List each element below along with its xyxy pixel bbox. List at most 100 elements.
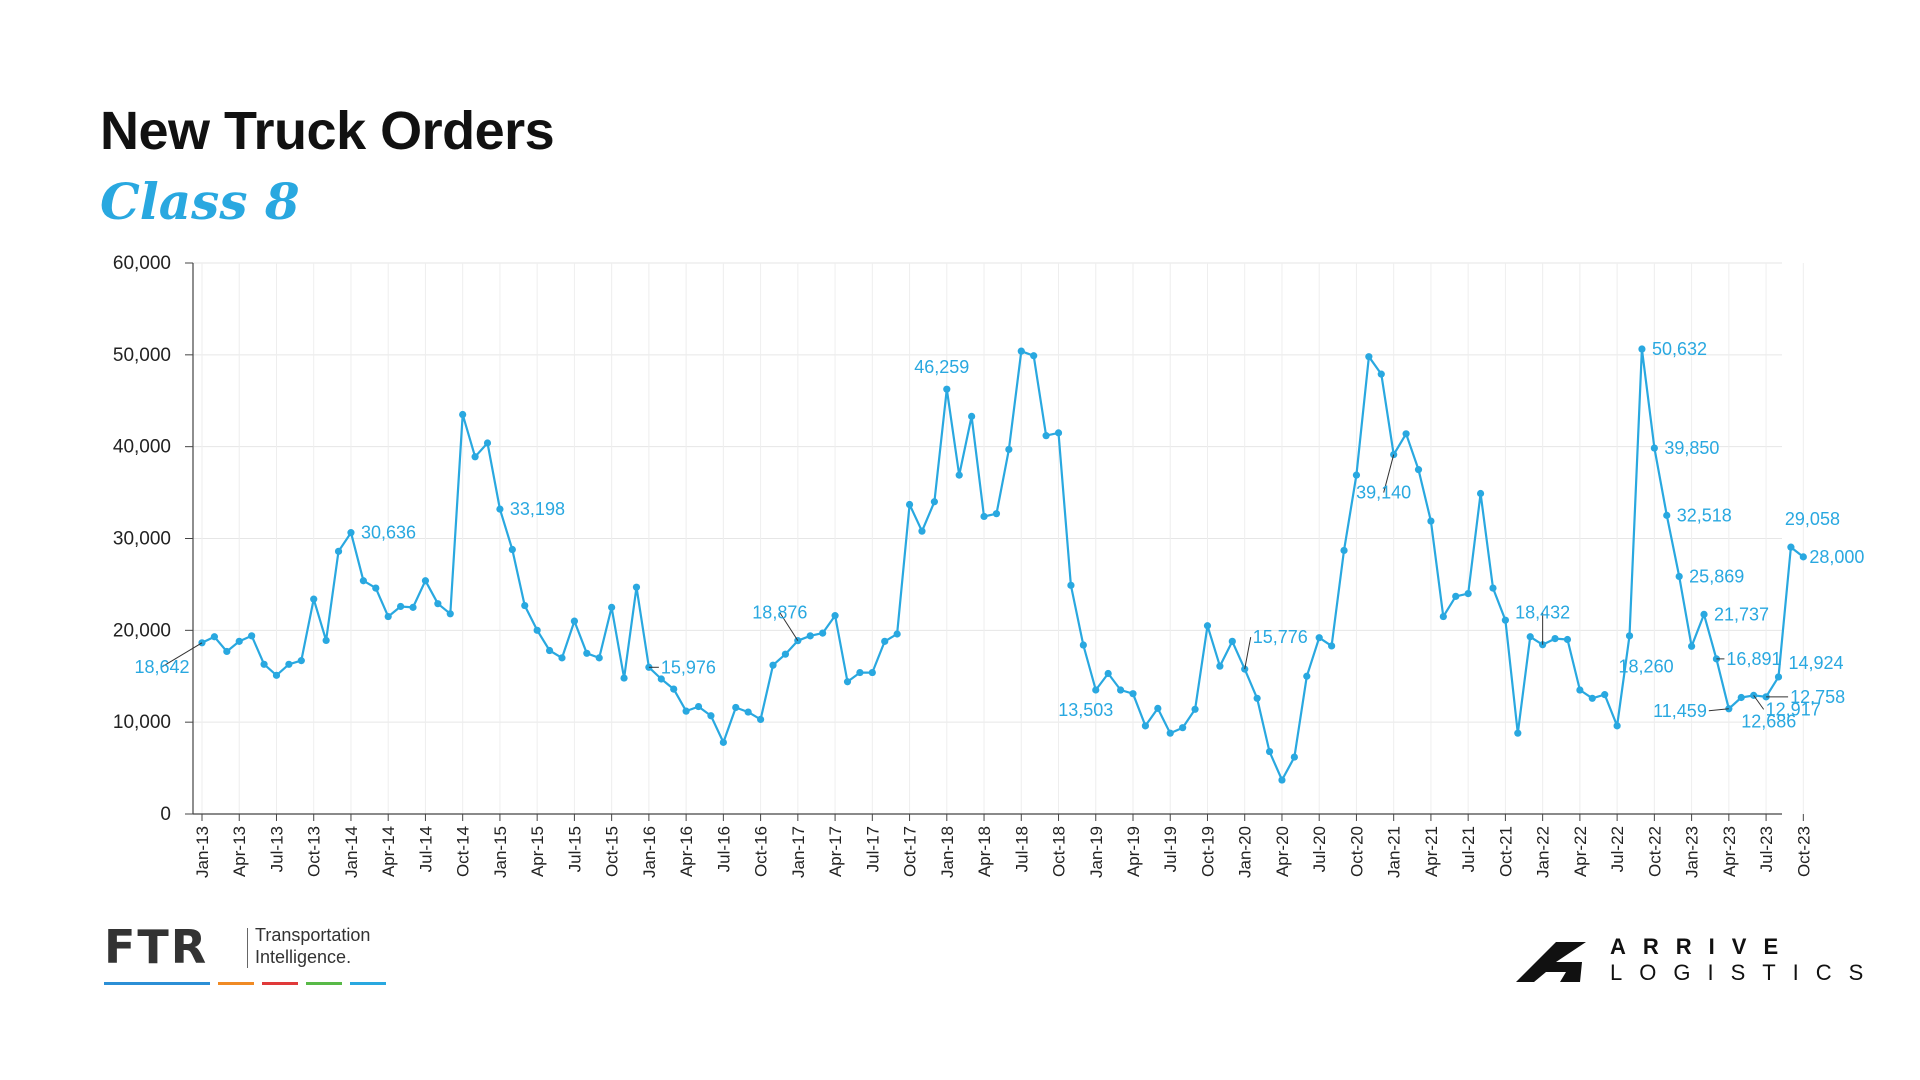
x-tick-label: Jan-20: [1236, 826, 1255, 878]
data-label: 15,976: [661, 657, 716, 677]
x-tick-label: Oct-13: [305, 826, 324, 877]
ftr-tagline-line-1: Transportation: [255, 925, 371, 945]
x-tick-label: Oct-14: [454, 826, 473, 877]
leader-line: [1708, 708, 1729, 712]
data-point: [434, 600, 442, 608]
data-label: 16,891: [1726, 649, 1781, 669]
data-point: [1129, 690, 1137, 698]
data-label: 39,850: [1664, 438, 1719, 458]
x-tick-label: Jan-18: [938, 826, 957, 878]
arrive-chevron-icon: [1516, 942, 1586, 982]
x-tick-label: Jan-23: [1683, 826, 1702, 878]
data-point: [1774, 673, 1783, 681]
data-label: 29,058: [1785, 509, 1840, 529]
data-point: [1799, 553, 1807, 561]
data-point: [1613, 722, 1621, 730]
y-tick-label: 30,000: [113, 529, 171, 550]
data-point: [1191, 705, 1199, 713]
x-tick-label: Oct-21: [1496, 826, 1515, 877]
data-point: [1650, 444, 1658, 452]
data-point: [1079, 641, 1087, 649]
data-point: [1638, 345, 1646, 353]
data-point: [1377, 370, 1385, 378]
data-point: [1700, 610, 1708, 618]
data-point: [1439, 612, 1447, 621]
data-point: [682, 707, 690, 715]
x-tick-label: Jul-18: [1012, 826, 1031, 872]
data-point: [1278, 776, 1286, 784]
x-tick-label: Jul-17: [863, 826, 882, 872]
x-tick-label: Apr-23: [1720, 826, 1739, 877]
data-point: [1030, 352, 1038, 360]
data-label: 12,758: [1790, 687, 1845, 707]
data-point: [1489, 584, 1497, 592]
data-point: [905, 500, 914, 509]
data-point: [1601, 691, 1609, 699]
data-point: [384, 612, 392, 621]
data-point: [1067, 581, 1075, 589]
data-point: [868, 668, 876, 677]
data-point: [794, 637, 802, 645]
x-tick-label: Jul-20: [1310, 826, 1329, 872]
y-tick-label: 0: [160, 804, 171, 825]
data-point: [210, 633, 219, 641]
data-point: [1092, 686, 1100, 694]
x-tick-label: Apr-20: [1273, 826, 1292, 877]
data-label: 13,503: [1058, 700, 1113, 720]
data-point: [1514, 729, 1522, 737]
data-point: [397, 602, 405, 611]
data-point: [943, 385, 951, 393]
data-label: 12,686: [1741, 712, 1796, 732]
leader-line: [161, 642, 203, 668]
data-point: [1303, 672, 1311, 680]
x-tick-label: Apr-19: [1124, 826, 1143, 877]
data-label: 12,917: [1766, 699, 1821, 719]
leader-line: [1383, 454, 1395, 493]
data-point: [446, 610, 454, 618]
data-point: [1042, 432, 1050, 440]
data-label: 15,776: [1253, 627, 1308, 647]
data-point: [806, 632, 814, 640]
ftr-color-bar: [350, 982, 386, 985]
data-label: 14,924: [1788, 653, 1843, 673]
data-point: [744, 708, 752, 716]
leader-line: [779, 612, 799, 641]
arrive-wordmark: ARRIVE: [1610, 934, 1796, 959]
data-point: [657, 675, 665, 683]
ftr-color-bar: [306, 982, 342, 985]
x-tick-label: Apr-14: [379, 826, 398, 877]
logistics-wordmark: LOGISTICS: [1610, 960, 1881, 985]
data-point: [1216, 662, 1224, 670]
data-point: [1452, 592, 1460, 600]
data-label: 18,260: [1619, 656, 1674, 676]
data-point: [347, 529, 355, 537]
x-tick-label: Jan-19: [1087, 826, 1106, 878]
data-point: [372, 584, 380, 592]
data-label: 30,636: [361, 523, 416, 543]
data-label-layer: 18,642 30,636 33,198 15,976 18,876 46,259 13,5…: [134, 339, 1864, 731]
ftr-tagline-line-2: Intelligence.: [255, 947, 352, 967]
data-point: [632, 583, 641, 591]
x-tick-label: Apr-15: [528, 826, 547, 877]
data-point: [1166, 729, 1174, 737]
data-point: [1352, 471, 1361, 479]
data-point: [310, 595, 318, 603]
ftr-tagline: Transportation Intelligence.: [255, 924, 370, 968]
x-tick-label: Jan-14: [342, 826, 361, 878]
data-label: 28,000: [1809, 547, 1864, 567]
data-point: [483, 439, 492, 447]
data-point: [1290, 753, 1298, 761]
data-point: [1588, 694, 1596, 702]
grid-layer: [193, 262, 1804, 814]
x-tick-label: Oct-17: [901, 826, 920, 877]
data-label: 25,869: [1689, 566, 1744, 586]
x-tick-label: Oct-20: [1347, 826, 1366, 877]
data-point: [1501, 616, 1509, 624]
ftr-logo-divider: [247, 928, 248, 968]
data-point: [1116, 686, 1125, 694]
x-tick-label: Apr-17: [826, 826, 845, 877]
data-point: [1315, 634, 1323, 642]
data-point: [260, 660, 268, 668]
data-point: [508, 545, 516, 554]
data-point: [248, 632, 256, 640]
